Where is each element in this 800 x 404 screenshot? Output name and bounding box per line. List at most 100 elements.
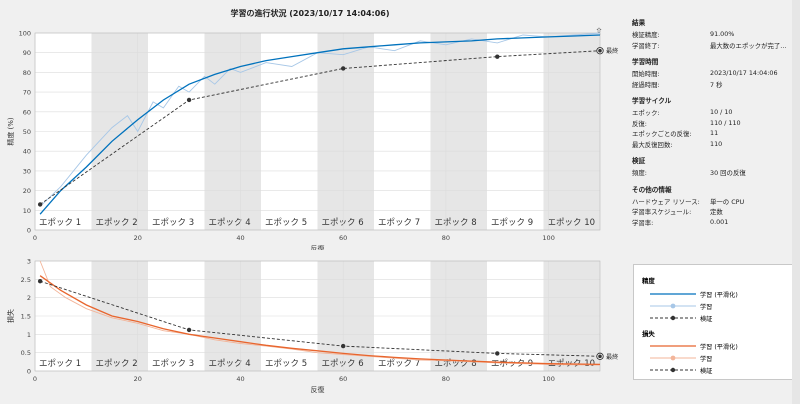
bottom-series-0 (39, 275, 601, 366)
loss-plot: エポック 1 エポック 2 エポック 3 エポック 4 エポック 5 エポック 6 エポック… (6, 258, 618, 395)
top-validation-point (495, 54, 500, 59)
bottom-epoch-label: エポック 1 (39, 359, 81, 369)
info-key: 学習率: (632, 218, 654, 227)
info-key: ハードウェア リソース: (632, 197, 700, 206)
top-epoch-label: エポック 4 (209, 218, 251, 228)
info-key: 頻度: (632, 169, 647, 177)
info-row: ハードウェア リソース: 単一の CPU (632, 197, 797, 208)
bottom-ytick-label: 0.5 (21, 349, 31, 357)
bottom-epoch-label: エポック 9 (491, 359, 533, 369)
top-final-marker-dot (598, 48, 602, 53)
top-final-label: 最終 (606, 47, 618, 55)
top-xtick-label: 100 (542, 234, 554, 242)
top-epoch-label: エポック 8 (435, 218, 477, 228)
top-series-2 (39, 50, 601, 205)
top-epoch-label: エポック 10 (548, 218, 596, 228)
info-row: 学習率: 0.001 (632, 218, 797, 229)
bottom-epoch-label: エポック 2 (96, 359, 138, 369)
info-row: エポック: 10 / 10 (632, 108, 797, 119)
info-row: 反復: 110 / 110 (632, 119, 797, 130)
bottom-epoch-label: エポック 4 (209, 359, 251, 369)
top-ytick-label: 0 (27, 227, 31, 235)
bottom-epoch-label: エポック 3 (152, 359, 194, 369)
accuracy-plot: エポック 1 エポック 2 エポック 3 エポック 4 エポック 5 エポック 6 エポック… (6, 30, 618, 251)
top-ytick-label: 50 (23, 128, 31, 136)
info-key: 最大反復回数: (632, 140, 673, 149)
info-key: 学習率スケジュール: (632, 208, 692, 216)
bottom-ytick-label: 3 (27, 258, 31, 266)
info-value: 30 回の反復 (710, 169, 746, 177)
bottom-epoch-label: エポック 5 (265, 359, 307, 369)
bottom-xtick-label: 60 (339, 375, 347, 383)
info-value: 0.001 (710, 217, 729, 226)
bottom-ytick-label: 2.5 (21, 276, 31, 284)
top-validation-point (340, 66, 346, 71)
plot-title: 学習の進行状況 (2023/10/17 14:04:06) (230, 9, 390, 18)
bottom-plot-frame (34, 260, 601, 372)
top-epoch-label: エポック 2 (96, 218, 138, 228)
info-panel: 結果 検証精度: 91.00% 学習終了: 最大数のエポックが完了... 学習時間 開始時間… (632, 12, 797, 228)
top-ytick-label: 80 (23, 69, 31, 77)
info-row: 最大反復回数: 110 (632, 140, 797, 151)
legend-item: 検証 (648, 366, 788, 375)
top-xtick-label: 80 (442, 234, 450, 242)
bottom-epoch-label: エポック 6 (322, 359, 364, 369)
top-series-0 (39, 34, 601, 215)
bottom-epoch-label: エポック 7 (378, 359, 420, 369)
info-row: 学習率スケジュール: 定数 (632, 207, 797, 218)
top-ytick-label: 10 (23, 207, 31, 215)
info-value: 11 (710, 129, 719, 137)
info-section-header: 結果 (632, 19, 646, 27)
top-epoch-label: エポック 6 (322, 218, 364, 228)
info-key: 反復: (632, 119, 647, 128)
info-key: 学習終了: (632, 41, 660, 50)
legend-accuracy-header: 精度 (642, 277, 655, 285)
bottom-ytick-label: 1 (27, 331, 31, 339)
top-epoch-label: エポック 1 (39, 218, 81, 228)
info-value: 91.00% (710, 30, 735, 38)
legend-loss-header: 損失 (642, 330, 655, 338)
info-row: 検証精度: 91.00% (632, 30, 797, 41)
bottom-xtick-label: 100 (542, 375, 554, 383)
bottom-xlabel: 反復 (311, 385, 325, 394)
info-row: 開始時間: 2023/10/17 14:04:06 (632, 69, 797, 80)
bottom-series-1 (39, 260, 601, 366)
info-value: 110 (710, 139, 723, 148)
info-value: 10 / 10 (710, 108, 733, 116)
info-key: エポック: (632, 109, 660, 117)
bottom-final-label: 最終 (606, 353, 618, 361)
top-ytick-label: 30 (23, 167, 31, 175)
top-ytick-label: 20 (23, 187, 31, 195)
bottom-ytick-label: 2 (27, 294, 31, 302)
info-key: 検証精度: (632, 31, 660, 39)
top-validation-point (37, 202, 43, 207)
bottom-final-marker-dot (598, 354, 602, 359)
bottom-epoch-label: エポック 8 (435, 359, 477, 369)
top-ytick-label: 40 (23, 148, 31, 156)
info-section-header: その他の情報 (632, 185, 672, 194)
top-epoch-label: エポック 3 (152, 218, 194, 228)
top-epoch-label: エポック 9 (491, 218, 533, 228)
info-row: 経過時間: 7 秒 (632, 80, 797, 91)
bottom-xtick-label: 0 (33, 375, 37, 383)
top-xtick-label: 40 (236, 234, 244, 242)
bottom-ytick-label: 0 (27, 368, 31, 376)
info-value: 定数 (710, 208, 723, 216)
bottom-xtick-label: 80 (442, 375, 450, 383)
info-section-header: 学習時間 (632, 58, 659, 66)
top-epoch-label: エポック 5 (265, 218, 307, 228)
top-xtick-label: 0 (33, 234, 37, 242)
info-key: 開始時間: (632, 70, 660, 78)
top-xtick-label: 20 (134, 234, 142, 242)
bottom-validation-point (340, 343, 346, 349)
bottom-xtick-label: 20 (134, 375, 142, 383)
legend-item: 学習 (648, 302, 788, 311)
top-xlabel: 反復 (311, 244, 325, 250)
export-icon[interactable]: ⇪ (594, 27, 604, 38)
legend-item: 学習 (平滑化) (650, 344, 738, 351)
top-ytick-label: 60 (23, 108, 31, 116)
scrollbar[interactable] (792, 0, 800, 404)
bottom-xtick-label: 40 (236, 375, 244, 383)
info-section-header: 学習サイクル (632, 97, 672, 105)
